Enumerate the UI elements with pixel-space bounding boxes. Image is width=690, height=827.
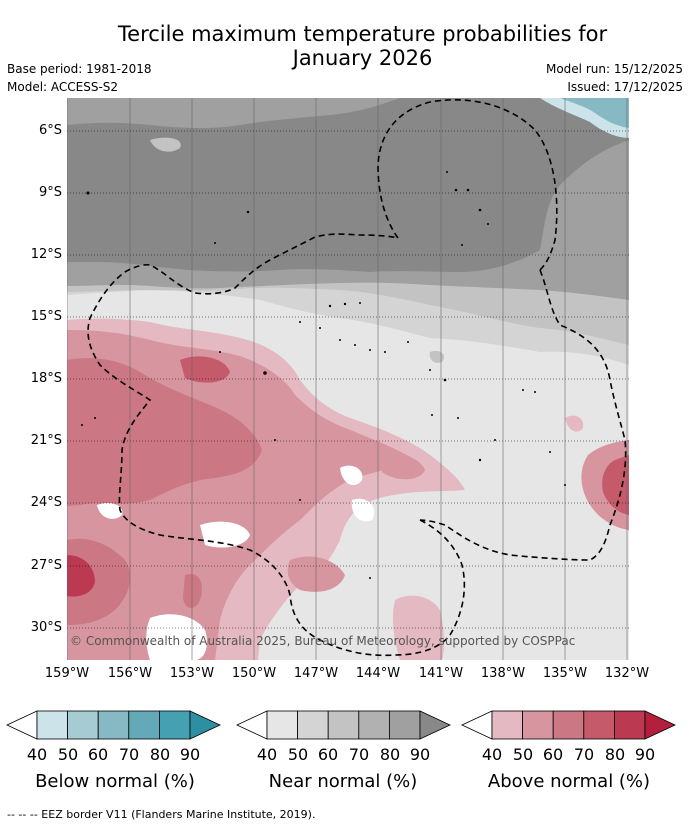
below-tick: 40 — [26, 745, 48, 764]
map-field — [67, 98, 629, 660]
below-tick: 50 — [57, 745, 79, 764]
below-swatch — [67, 710, 99, 740]
lat-label: 27°S — [30, 558, 62, 573]
title-line-2: January 2026 — [292, 46, 433, 70]
below-normal-label: Below normal (%) — [35, 771, 195, 792]
near-tick: 50 — [287, 745, 309, 764]
eez-legend-note: -- -- -- EEZ border V11 (Flanders Marine… — [7, 808, 316, 821]
below-tick: 90 — [179, 745, 201, 764]
near-tick: 70 — [348, 745, 370, 764]
lon-grid — [67, 98, 628, 660]
model-run: Model run: 15/12/2025 — [545, 62, 683, 76]
near-swatch — [388, 710, 421, 740]
lat-label: 21°S — [30, 433, 62, 448]
above-swatch — [491, 710, 524, 740]
near-normal-label: Near normal (%) — [268, 771, 418, 792]
near-max-triangle — [419, 710, 451, 740]
near-swatch — [327, 710, 360, 740]
above-max-triangle — [644, 710, 676, 740]
near-normal-colorbar — [236, 710, 451, 740]
lon-label: 150°W — [231, 666, 277, 681]
issued-date: Issued: 17/12/2025 — [567, 80, 683, 94]
map-title: Tercile maximum temperature probabilitie… — [60, 22, 665, 70]
lon-label: 135°W — [542, 666, 588, 681]
grey-patch-2 — [429, 350, 445, 363]
model-name: Model: ACCESS-S2 — [7, 80, 119, 94]
near-swatch — [358, 710, 390, 740]
below-swatch — [97, 710, 130, 740]
above-swatch — [522, 710, 554, 740]
no-dominant-gap-3 — [97, 503, 123, 519]
above-swatch — [552, 710, 585, 740]
below-swatch — [158, 710, 191, 740]
lon-label: 132°W — [604, 666, 650, 681]
above-swatch — [613, 710, 646, 740]
above-tick: 50 — [512, 745, 534, 764]
base-period: Base period: 1981-2018 — [7, 62, 152, 76]
above-tick: 90 — [634, 745, 656, 764]
below-normal-colorbar — [6, 710, 221, 740]
below-swatch — [36, 710, 69, 740]
lat-label: 12°S — [30, 247, 62, 262]
islands — [81, 171, 566, 579]
grey-patch — [150, 137, 181, 152]
title-line-1: Tercile maximum temperature probabilitie… — [117, 22, 608, 46]
lon-label: 144°W — [355, 666, 401, 681]
lon-label: 147°W — [293, 666, 339, 681]
lat-label: 30°S — [30, 620, 62, 635]
lat-label: 18°S — [30, 371, 62, 386]
above-normal-60-patch — [195, 413, 240, 448]
lat-label: 24°S — [30, 495, 62, 510]
near-min-triangle — [236, 710, 268, 740]
lat-label: 9°S — [38, 185, 62, 200]
lat-label: 6°S — [38, 123, 62, 138]
above-tick: 60 — [542, 745, 564, 764]
below-tick: 70 — [118, 745, 140, 764]
meta-left: Base period: 1981-2018 Model: ACCESS-S2 — [7, 60, 152, 96]
above-normal-80-south — [67, 555, 95, 597]
above-swatch — [583, 710, 615, 740]
above-normal-east-small — [565, 415, 584, 432]
above-normal-label: Above normal (%) — [487, 771, 651, 792]
above-normal-60-region — [67, 358, 262, 506]
below-tick: 80 — [149, 745, 171, 764]
above-normal-colorbar — [461, 710, 676, 740]
above-normal-50-patch — [380, 453, 425, 480]
lat-grid — [67, 130, 629, 629]
above-normal-60-patch-2 — [183, 574, 202, 609]
below-normal-patch-strong — [560, 98, 629, 128]
no-dominant-gap-5 — [351, 498, 375, 522]
near-swatch — [297, 710, 329, 740]
lat-label: 15°S — [30, 309, 62, 324]
near-normal-90-band — [67, 98, 629, 272]
lon-label: 156°W — [107, 666, 153, 681]
lon-label: 138°W — [480, 666, 526, 681]
near-tick: 60 — [317, 745, 339, 764]
above-normal-70-patch — [180, 356, 230, 383]
near-tick: 90 — [409, 745, 431, 764]
eez-borders — [87, 99, 627, 657]
above-min-triangle — [461, 710, 493, 740]
above-normal-east-strong — [602, 455, 629, 515]
no-dominant-gap-4 — [340, 465, 363, 486]
lon-label: 153°W — [169, 666, 215, 681]
above-tick: 40 — [481, 745, 503, 764]
near-swatch — [266, 710, 299, 740]
below-max-triangle — [189, 710, 221, 740]
above-tick: 70 — [573, 745, 595, 764]
below-min-triangle — [6, 710, 38, 740]
meta-right: Model run: 15/12/2025 Issued: 17/12/2025 — [546, 60, 683, 96]
copyright-credit: © Commonwealth of Australia 2025, Bureau… — [70, 634, 576, 648]
near-tick: 40 — [256, 745, 278, 764]
lon-label: 141°W — [418, 666, 464, 681]
lon-label: 159°W — [44, 666, 90, 681]
above-normal-south-patch — [287, 556, 345, 592]
below-swatch — [128, 710, 160, 740]
near-normal-80-top — [67, 98, 400, 129]
near-tick: 80 — [379, 745, 401, 764]
above-tick: 80 — [604, 745, 626, 764]
below-tick: 60 — [87, 745, 109, 764]
